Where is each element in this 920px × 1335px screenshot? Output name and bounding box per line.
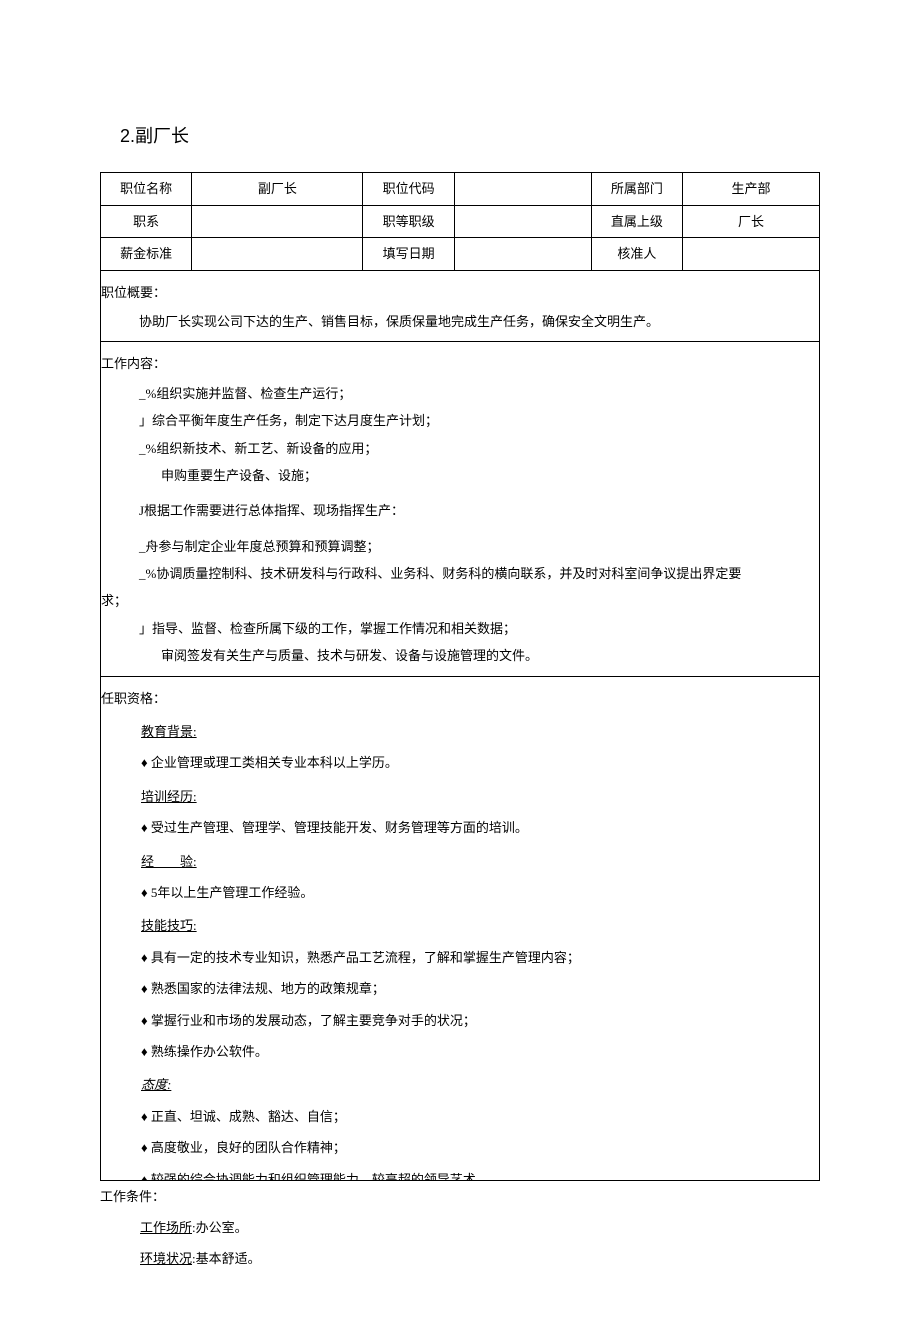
header-table: 职位名称 副厂长 职位代码 所属部门 生产部 职系 职等职级 直属上级 厂长 薪… — [100, 172, 820, 270]
header-row-1: 职位名称 副厂长 职位代码 所属部门 生产部 — [101, 173, 820, 205]
date-value — [454, 238, 591, 270]
cond-place: 工作场所:办公室。 — [100, 1212, 820, 1243]
header-row-2: 职系 职等职级 直属上级 厂长 — [101, 205, 820, 237]
pos-code-label: 职位代码 — [363, 173, 454, 205]
place-label: 工作场所 — [140, 1220, 192, 1235]
skill-item-1: ♦ 具有一定的技术专业知识，熟悉产品工艺流程，了解和掌握生产管理内容； — [141, 942, 819, 973]
work-item-8: 」指导、监督、检查所属下级的工作，掌握工作情况和相关数据； — [101, 615, 819, 642]
series-value — [192, 205, 363, 237]
dept-label: 所属部门 — [591, 173, 682, 205]
skill-item-4: ♦ 熟练操作办公软件。 — [141, 1036, 819, 1067]
cond-env: 环境状况:基本舒适。 — [100, 1243, 820, 1274]
summary-text: 协助厂长实现公司下达的生产、销售目标，保质保量地完成生产任务，确保安全文明生产。 — [101, 308, 819, 335]
work-label: 工作内容： — [101, 348, 819, 379]
cond-label: 工作条件： — [100, 1181, 820, 1212]
grade-value — [454, 205, 591, 237]
work-item-1: _%组织实施并监督、检查生产运行； — [101, 380, 819, 407]
work-section: 工作内容： _%组织实施并监督、检查生产运行； 」综合平衡年度生产任务，制定下达… — [100, 342, 820, 676]
work-item-6: _舟参与制定企业年度总预算和预算调整； — [101, 533, 819, 560]
attitude-item-2: ♦ 高度敬业，良好的团队合作精神； — [141, 1132, 819, 1163]
date-label: 填写日期 — [363, 238, 454, 270]
summary-label: 职位概要： — [101, 277, 819, 308]
supervisor-value: 厂长 — [683, 205, 820, 237]
attitude-label: 态度: — [141, 1067, 819, 1100]
grade-label: 职等职级 — [363, 205, 454, 237]
place-text: :办公室。 — [192, 1220, 248, 1235]
edu-item: ♦ 企业管理或理工类相关专业本科以上学历。 — [141, 747, 819, 778]
series-label: 职系 — [101, 205, 192, 237]
approver-label: 核准人 — [591, 238, 682, 270]
env-label: 环境状况 — [140, 1251, 192, 1266]
supervisor-label: 直属上级 — [591, 205, 682, 237]
header-row-3: 薪金标准 填写日期 核准人 — [101, 238, 820, 270]
env-text: :基本舒适。 — [192, 1251, 261, 1266]
attitude-item-1: ♦ 正直、坦诚、成熟、豁达、自信； — [141, 1101, 819, 1132]
exp-item: ♦ 5年以上生产管理工作经验。 — [141, 877, 819, 908]
dept-value: 生产部 — [683, 173, 820, 205]
pos-name-label: 职位名称 — [101, 173, 192, 205]
pos-code-value — [454, 173, 591, 205]
qual-label: 任职资格： — [101, 683, 819, 714]
salary-label: 薪金标准 — [101, 238, 192, 270]
edu-label: 教育背景: — [141, 714, 819, 747]
work-item-7: _%协调质量控制科、技术研发科与行政科、业务科、财务科的横向联系，并及时对科室间… — [101, 560, 819, 587]
train-label: 培训经历: — [141, 779, 819, 812]
work-item-4: 申购重要生产设备、设施； — [101, 462, 819, 489]
exp-label: 经 验: — [141, 844, 819, 877]
skill-label: 技能技巧: — [141, 908, 819, 941]
pos-name-value: 副厂长 — [192, 173, 363, 205]
skill-item-3: ♦ 掌握行业和市场的发展动态，了解主要竞争对手的状况； — [141, 1005, 819, 1036]
work-item-5: J根据工作需要进行总体指挥、现场指挥生产： — [101, 489, 819, 532]
train-item: ♦ 受过生产管理、管理学、管理技能开发、财务管理等方面的培训。 — [141, 812, 819, 843]
work-qiu: 求； — [101, 587, 819, 614]
work-item-3: _%组织新技术、新工艺、新设备的应用； — [101, 435, 819, 462]
doc-title: 2.副厂长 — [120, 120, 820, 152]
work-item-2: 」综合平衡年度生产任务，制定下达月度生产计划； — [101, 407, 819, 434]
skill-item-2: ♦ 熟悉国家的法律法规、地方的政策规章； — [141, 973, 819, 1004]
qual-section: 任职资格： 教育背景: ♦ 企业管理或理工类相关专业本科以上学历。 培训经历: … — [100, 677, 820, 1181]
work-item-9: 审阅签发有关生产与质量、技术与研发、设备与设施管理的文件。 — [101, 642, 819, 669]
summary-section: 职位概要： 协助厂长实现公司下达的生产、销售目标，保质保量地完成生产任务，确保安… — [100, 271, 820, 343]
attitude-item-cut: ♦ 较强的综合协调能力和组织管理能力，较高超的领导艺术。 — [141, 1164, 819, 1180]
salary-value — [192, 238, 363, 270]
approver-value — [683, 238, 820, 270]
